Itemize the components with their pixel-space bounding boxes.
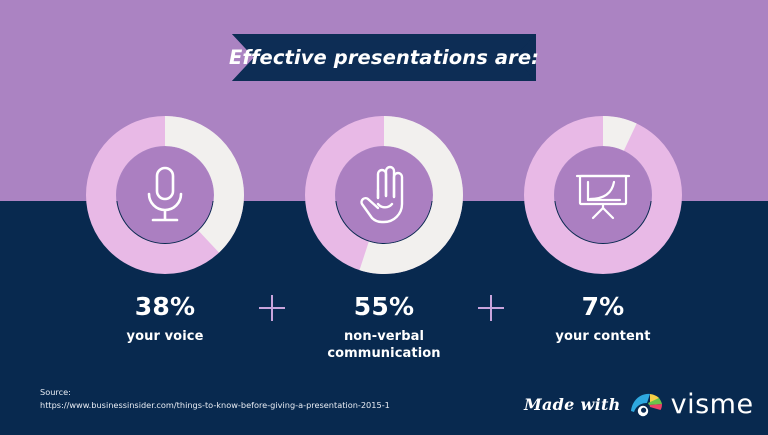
stat-label-line: non-verbal bbox=[343, 329, 425, 344]
donut-chart-your-content bbox=[524, 116, 682, 274]
stat-label: your voice bbox=[60, 328, 270, 345]
stat-your-voice: 38% your voice bbox=[60, 292, 270, 345]
stat-non-verbal-communication: 55% non-verbal communication bbox=[279, 292, 489, 362]
plus-separator-icon bbox=[259, 295, 285, 321]
presentation-board-icon bbox=[524, 116, 682, 274]
visme-logo-icon bbox=[630, 391, 664, 417]
stat-percent: 38% bbox=[134, 292, 196, 321]
donut-chart-your-voice bbox=[86, 116, 244, 274]
microphone-icon bbox=[86, 116, 244, 274]
stat-label-line: communication bbox=[327, 346, 441, 361]
donut-chart-non-verbal-communication bbox=[305, 116, 463, 274]
stat-percent: 55% bbox=[353, 292, 415, 321]
visme-wordmark: visme bbox=[670, 388, 754, 420]
stat-label-line: your voice bbox=[126, 329, 204, 344]
source-label: Source: bbox=[40, 387, 71, 397]
plus-separator-icon bbox=[478, 295, 504, 321]
banner-title: Effective presentations are: bbox=[228, 46, 540, 69]
hand-icon bbox=[305, 116, 463, 274]
made-with-label: Made with bbox=[524, 394, 621, 414]
stat-label-line: your content bbox=[555, 329, 651, 344]
stat-percent: 7% bbox=[581, 292, 625, 321]
plus-vertical-bar bbox=[490, 295, 492, 321]
source-url[interactable]: https://www.businessinsider.com/things-t… bbox=[40, 399, 390, 410]
stat-your-content: 7% your content bbox=[498, 292, 708, 345]
title-ribbon: Effective presentations are: bbox=[228, 34, 540, 81]
source-citation: Source: https://www.businessinsider.com/… bbox=[40, 386, 390, 411]
plus-vertical-bar bbox=[271, 295, 273, 321]
visme-branding[interactable]: Made with visme bbox=[524, 387, 754, 421]
stat-label: non-verbal communication bbox=[279, 328, 489, 362]
stat-label: your content bbox=[498, 328, 708, 345]
